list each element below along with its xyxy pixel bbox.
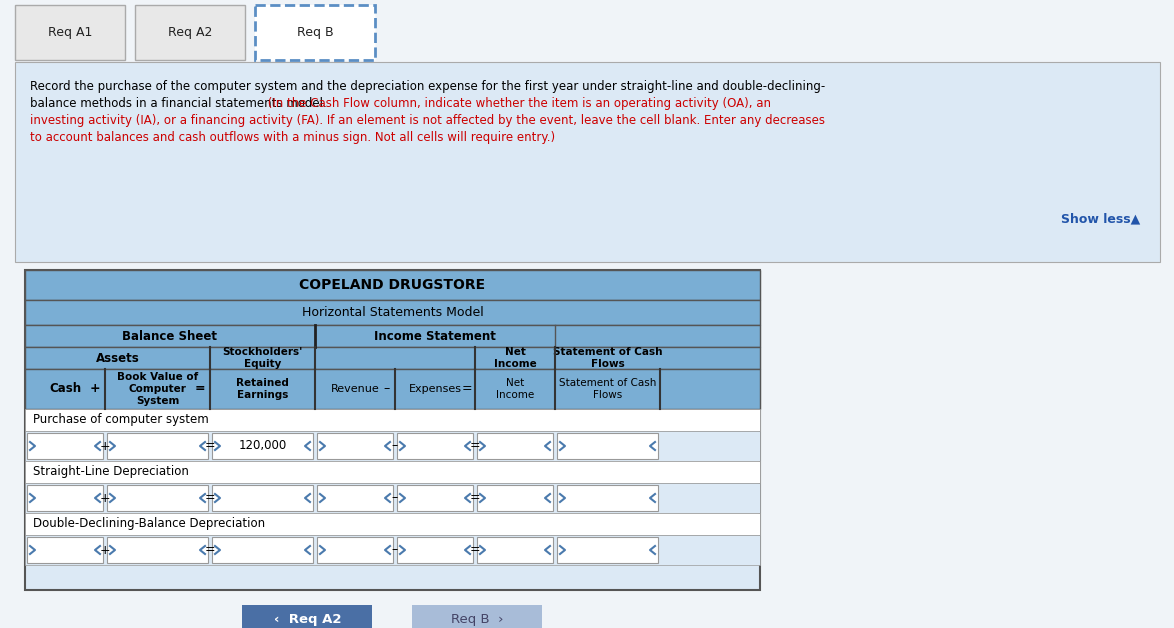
Bar: [107, 537, 208, 563]
Text: Statement of Cash
Flows: Statement of Cash Flows: [553, 347, 662, 369]
Text: COPELAND DRUGSTORE: COPELAND DRUGSTORE: [299, 278, 486, 292]
Text: Req B: Req B: [297, 26, 333, 39]
Bar: [25, 535, 760, 565]
Text: Record the purchase of the computer system and the depreciation expense for the : Record the purchase of the computer syst…: [31, 80, 825, 93]
Bar: [243, 605, 372, 628]
Text: Net
Income: Net Income: [493, 347, 537, 369]
Bar: [212, 485, 313, 511]
Bar: [556, 433, 657, 459]
Text: Req B  ›: Req B ›: [451, 612, 504, 625]
Text: –: –: [392, 440, 398, 453]
Text: =: =: [470, 543, 480, 556]
Bar: [412, 605, 542, 628]
Bar: [212, 433, 313, 459]
Bar: [243, 605, 372, 628]
Bar: [27, 485, 103, 511]
Bar: [317, 485, 393, 511]
Bar: [107, 433, 208, 459]
Text: –: –: [392, 543, 398, 556]
Text: =: =: [204, 543, 215, 556]
Text: Cash: Cash: [49, 382, 81, 396]
Text: =: =: [461, 382, 472, 396]
Bar: [477, 433, 553, 459]
Bar: [27, 433, 103, 459]
Text: –: –: [384, 382, 390, 396]
Text: Assets: Assets: [95, 352, 140, 364]
Text: to account balances and cash outflows with a minus sign. Not all cells will requ: to account balances and cash outflows wi…: [31, 131, 555, 144]
Text: +: +: [100, 543, 110, 556]
Text: Double-Declining-Balance Depreciation: Double-Declining-Balance Depreciation: [33, 517, 265, 531]
Text: ‹  Req A2: ‹ Req A2: [274, 612, 342, 625]
Bar: [25, 409, 760, 431]
Text: =: =: [195, 382, 205, 396]
Bar: [27, 537, 103, 563]
Text: Net
Income: Net Income: [495, 378, 534, 400]
Bar: [397, 433, 473, 459]
Bar: [25, 513, 760, 535]
Text: +: +: [89, 382, 100, 396]
Bar: [255, 5, 375, 60]
Text: balance methods in a financial statements model.: balance methods in a financial statement…: [31, 97, 326, 110]
Bar: [556, 537, 657, 563]
Text: =: =: [470, 492, 480, 504]
Bar: [25, 461, 760, 483]
Text: Purchase of computer system: Purchase of computer system: [33, 413, 209, 426]
Bar: [25, 270, 760, 300]
Text: =: =: [204, 440, 215, 453]
Bar: [15, 62, 1160, 262]
Bar: [25, 325, 760, 347]
Text: Stockholders'
Equity: Stockholders' Equity: [222, 347, 303, 369]
Text: Req A2: Req A2: [168, 26, 212, 39]
Bar: [25, 270, 760, 590]
Text: Income Statement: Income Statement: [375, 330, 495, 342]
Text: Balance Sheet: Balance Sheet: [122, 330, 217, 342]
Bar: [107, 485, 208, 511]
Text: Expenses: Expenses: [409, 384, 461, 394]
Text: –: –: [392, 492, 398, 504]
Bar: [25, 483, 760, 513]
Text: Req A1: Req A1: [48, 26, 93, 39]
Bar: [212, 537, 313, 563]
Bar: [477, 537, 553, 563]
Text: Revenue: Revenue: [331, 384, 379, 394]
Text: =: =: [470, 440, 480, 453]
Text: Statement of Cash
Flows: Statement of Cash Flows: [559, 378, 656, 400]
Text: Horizontal Statements Model: Horizontal Statements Model: [302, 306, 484, 319]
Text: Book Value of
Computer
System: Book Value of Computer System: [117, 372, 198, 406]
Bar: [25, 347, 760, 369]
Bar: [317, 537, 393, 563]
Text: (In the Cash Flow column, indicate whether the item is an operating activity (OA: (In the Cash Flow column, indicate wheth…: [264, 97, 771, 110]
Bar: [25, 431, 760, 461]
Bar: [477, 485, 553, 511]
Bar: [397, 537, 473, 563]
Bar: [135, 5, 245, 60]
Bar: [397, 485, 473, 511]
Bar: [317, 433, 393, 459]
Bar: [15, 5, 124, 60]
Text: 120,000: 120,000: [238, 440, 286, 453]
Bar: [25, 300, 760, 325]
Text: Show less▲: Show less▲: [1061, 212, 1140, 225]
Text: investing activity (IA), or a financing activity (FA). If an element is not affe: investing activity (IA), or a financing …: [31, 114, 825, 127]
Bar: [556, 485, 657, 511]
Bar: [255, 5, 375, 60]
Text: Retained
Earnings: Retained Earnings: [236, 378, 289, 400]
Bar: [25, 369, 760, 409]
Text: =: =: [204, 492, 215, 504]
Text: +: +: [100, 492, 110, 504]
Text: +: +: [100, 440, 110, 453]
Text: Straight-Line Depreciation: Straight-Line Depreciation: [33, 465, 189, 479]
